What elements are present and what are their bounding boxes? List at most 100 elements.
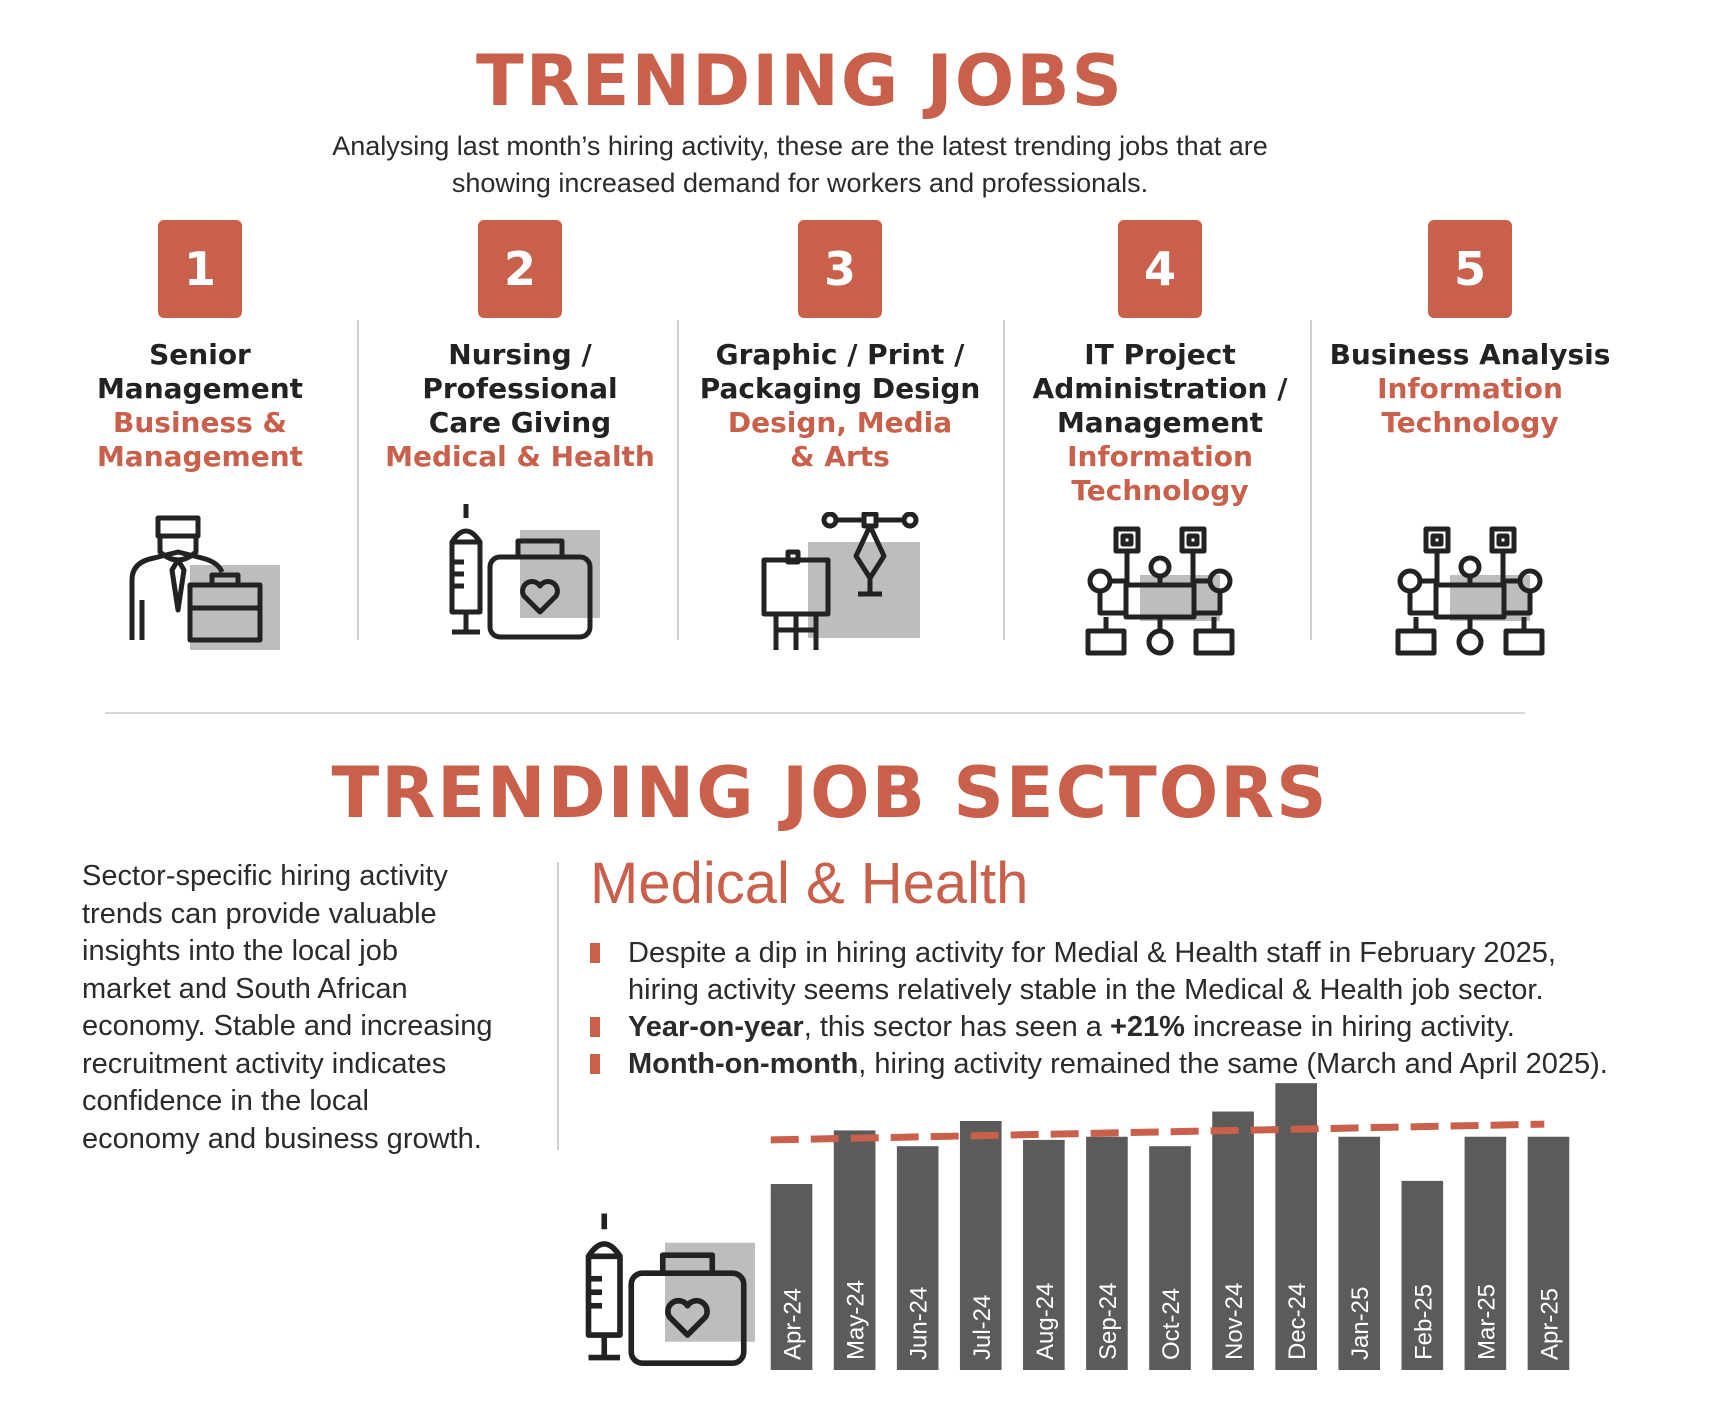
description-line: economy and business growth. (82, 1122, 482, 1155)
bullet-bold-value: +21% (1109, 1011, 1185, 1043)
bar-label-Jul-24: Jul-24 (969, 1295, 996, 1360)
column-divider (1310, 320, 1312, 640)
bar-Jan-25 (1338, 1136, 1381, 1370)
job-title: Senior Management Business & Management (50, 338, 350, 474)
bar-label-Sep-24: Sep-24 (1095, 1283, 1122, 1360)
bullet-line: Despite a dip in hiring activity for Med… (628, 937, 1556, 969)
job-title: Business Analysis Information Technology (1320, 338, 1620, 440)
job-card-1: 1 Senior Management Business & Managemen… (50, 220, 350, 650)
bar-Apr-25 (1527, 1136, 1570, 1370)
bar-May-24 (833, 1130, 876, 1370)
syringe-medkit-icon (585, 1213, 755, 1366)
pen-tool-easel-icon (761, 512, 920, 650)
job-title-line: Administration / (1032, 372, 1288, 405)
job-title-line: Care Giving (428, 406, 612, 439)
bar-label-Dec-24: Dec-24 (1284, 1283, 1311, 1360)
bar-Mar-25 (1464, 1136, 1507, 1370)
column-divider (357, 320, 359, 640)
bar-label-Apr-24: Apr-24 (780, 1288, 807, 1360)
job-title-line: Management (96, 372, 304, 405)
syringe-medkit-icon (449, 504, 600, 640)
description-line: confidence in the local (82, 1085, 369, 1117)
rank-badge: 4 (1118, 220, 1202, 318)
manager-briefcase-icon (129, 515, 280, 650)
job-sector-line: Business & (113, 406, 287, 439)
job-title-line: Business Analysis (1329, 338, 1611, 371)
sector-name: Medical & Health (590, 851, 1029, 916)
bullet-item: Year-on-year, this sector has seen a +21… (590, 1009, 1710, 1046)
job-sector-line: Information (1377, 372, 1563, 405)
bar-label-Oct-24: Oct-24 (1158, 1288, 1185, 1360)
description-line: market and South African (82, 972, 408, 1005)
bar-Jul-24 (959, 1120, 1002, 1370)
job-card-4: 4 IT Project Administration / Management… (1010, 220, 1310, 656)
job-title-line: Packaging Design (699, 372, 981, 405)
bar-label-Feb-25: Feb-25 (1410, 1284, 1437, 1360)
job-title-line: Senior (149, 338, 251, 371)
intro-text: Analysing last month’s hiring activity, … (200, 128, 1400, 202)
job-sector-line: Information (1067, 440, 1253, 473)
rank-badge: 5 (1428, 220, 1512, 318)
bar-label-Apr-25: Apr-25 (1536, 1288, 1563, 1360)
job-sector-line: Design, Media (727, 406, 953, 439)
bullet-text: increase in hiring activity. (1184, 1011, 1515, 1043)
job-sector-line: Technology (1071, 474, 1249, 507)
bullet-text: , this sector has seen a (803, 1011, 1110, 1043)
job-card-3: 3 Graphic / Print / Packaging Design Des… (690, 220, 990, 650)
job-sector-line: Management (96, 440, 304, 473)
bar-Sep-24 (1086, 1136, 1128, 1370)
section-divider (105, 712, 1525, 714)
description-line: recruitment activity indicates (82, 1047, 447, 1080)
job-sector-line: & Arts (790, 440, 890, 473)
description-line: insights into the local job (82, 935, 398, 967)
column-divider (557, 862, 559, 1150)
bar-Feb-25 (1401, 1180, 1444, 1370)
bullet-marker (590, 943, 600, 963)
bar-Jun-24 (896, 1146, 939, 1370)
bullet-item: Despite a dip in hiring activity for Med… (590, 935, 1710, 1009)
bullet-line: hiring activity seems relatively stable … (628, 974, 1544, 1006)
job-title-line: Professional (422, 372, 618, 405)
sector-bullets: Despite a dip in hiring activity for Med… (590, 935, 1710, 1083)
bar-Oct-24 (1149, 1146, 1191, 1370)
trend-line (770, 1120, 1545, 1144)
description-line: trends can provide valuable (82, 897, 437, 930)
page-title: TRENDING JOBS (476, 40, 1124, 122)
circuit-network-icon (1085, 526, 1235, 656)
bar-Aug-24 (1023, 1139, 1065, 1370)
hiring-activity-bar-chart: Apr-24 May-24 Jun-24 Jul-24 Aug-24 Sep-24 Oct-… (770, 1083, 1570, 1370)
bullet-marker (590, 1054, 600, 1074)
bar-label-May-24: May-24 (843, 1280, 870, 1360)
trending-jobs-list: 1 Senior Management Business & Managemen… (50, 220, 1610, 656)
job-card-5: 5 Business Analysis Information Technolo… (1320, 220, 1620, 656)
sectors-description: Sector-specific hiring activity trends c… (82, 858, 552, 1158)
bullet-bold: Year-on-year (628, 1011, 804, 1043)
bullet-item: Month-on-month, hiring activity remained… (590, 1046, 1710, 1083)
bar-label-Mar-25: Mar-25 (1473, 1284, 1500, 1360)
sectors-title: TRENDING JOB SECTORS (331, 752, 1329, 834)
bar-label-Jun-24: Jun-24 (906, 1287, 933, 1360)
job-title-line: IT Project (1084, 338, 1236, 371)
job-sector-line: Technology (1381, 406, 1559, 439)
job-card-2: 2 Nursing / Professional Care Giving Med… (370, 220, 670, 650)
rank-badge: 3 (798, 220, 882, 318)
bar-label-Aug-24: Aug-24 (1032, 1283, 1059, 1360)
job-sector-line: Medical & Health (385, 440, 655, 473)
column-divider (1003, 320, 1005, 640)
bullet-text: , hiring activity remained the same (Mar… (858, 1048, 1608, 1080)
bullet-marker (590, 1017, 600, 1037)
intro-line-2: showing increased demand for workers and… (451, 168, 1149, 198)
description-line: economy. Stable and increasing (82, 1010, 493, 1042)
job-title-line: Management (1056, 406, 1264, 439)
rank-badge: 1 (158, 220, 242, 318)
bar-label-Nov-24: Nov-24 (1221, 1283, 1248, 1360)
bar-Nov-24 (1212, 1111, 1254, 1370)
job-title-line: Graphic / Print / (715, 338, 965, 371)
job-title: IT Project Administration / Management I… (1010, 338, 1310, 508)
job-title: Nursing / Professional Care Giving Medic… (370, 338, 670, 474)
job-title-line: Nursing / (448, 338, 592, 371)
bar-label-Jan-25: Jan-25 (1347, 1287, 1374, 1360)
bar-Apr-24 (770, 1184, 813, 1370)
circuit-network-icon (1395, 526, 1545, 656)
